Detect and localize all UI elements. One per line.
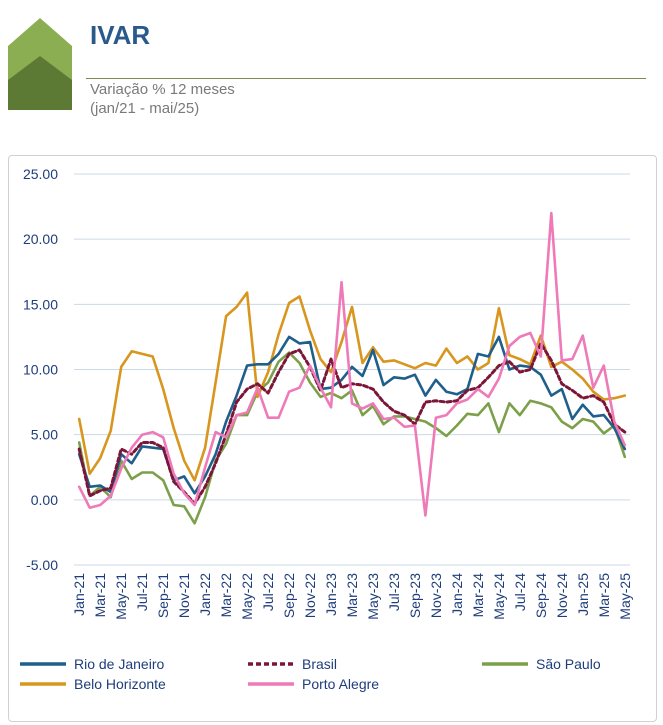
x-tick-label: Nov-21 (176, 573, 192, 618)
x-tick-label: Jul-22 (260, 573, 276, 611)
gridlines (74, 173, 630, 566)
x-axis-ticks: Jan-21 Mar-21 May-21 Jul-21 Sep-21 Nov-21 Jan-… (71, 573, 633, 620)
legend-label: Brasil (302, 656, 337, 672)
x-tick-label: Jan-22 (197, 573, 213, 616)
x-tick-label: Sep-21 (155, 573, 171, 618)
subtitle-line-1: Variação % 12 meses (90, 81, 235, 98)
legend-label: Porto Alegre (302, 676, 379, 692)
x-tick-label: Jan-25 (575, 573, 591, 616)
x-tick-label: May-22 (239, 573, 255, 620)
x-tick-label: May-24 (491, 573, 507, 620)
x-tick-label: Jan-24 (449, 573, 465, 616)
x-tick-label: Mar-21 (92, 573, 108, 618)
y-axis-ticks: 25.00 20.00 15.00 10.00 5.00 0.00 -5.00 (23, 166, 58, 573)
x-tick-label: Mar-25 (596, 573, 612, 618)
x-tick-label: Nov-23 (428, 573, 444, 618)
x-tick-label: May-21 (113, 573, 129, 620)
x-tick-label: Jul-23 (386, 573, 402, 611)
logo-chevron-dark (8, 56, 72, 110)
y-tick-label: 5.00 (31, 427, 58, 443)
y-tick-label: 25.00 (23, 166, 58, 182)
logo (8, 18, 72, 110)
page-title: IVAR (90, 20, 151, 50)
x-tick-label: Mar-24 (470, 573, 486, 618)
y-tick-label: -5.00 (26, 557, 58, 573)
x-tick-label: Jul-24 (512, 573, 528, 611)
series-lines (77, 211, 627, 525)
x-tick-label: Nov-24 (554, 573, 570, 618)
x-tick-label: May-25 (617, 573, 633, 620)
y-tick-label: 15.00 (23, 296, 58, 312)
x-tick-label: Jul-21 (134, 573, 150, 611)
legend-label: São Paulo (536, 656, 601, 672)
x-tick-label: Jan-23 (323, 573, 339, 616)
legend-label: Rio de Janeiro (74, 656, 164, 672)
page-subtitle: Variação % 12 meses (jan/21 - mai/25) (90, 80, 235, 118)
y-tick-label: 20.00 (23, 231, 58, 247)
x-tick-label: May-23 (365, 573, 381, 620)
x-tick-label: Sep-24 (533, 573, 549, 618)
subtitle-line-2: (jan/21 - mai/25) (90, 100, 200, 117)
x-tick-label: Jan-21 (71, 573, 87, 616)
series-line-brasil (77, 341, 627, 506)
legend: Rio de Janeiro Brasil São Paulo Belo Horizo… (20, 656, 601, 692)
series-line-porto-alegre (77, 211, 627, 517)
x-tick-label: Nov-22 (302, 573, 318, 618)
series-line-belo-horizonte (77, 291, 627, 482)
x-tick-label: Mar-23 (344, 573, 360, 618)
x-tick-label: Sep-22 (281, 573, 297, 618)
x-tick-label: Mar-22 (218, 573, 234, 618)
title-divider (86, 78, 646, 79)
y-tick-label: 0.00 (31, 492, 58, 508)
legend-label: Belo Horizonte (74, 676, 166, 692)
y-tick-label: 10.00 (23, 362, 58, 378)
x-tick-label: Sep-23 (407, 573, 423, 618)
logo-chevron-light (8, 18, 72, 82)
series-line-rio-de-janeiro (77, 335, 627, 495)
